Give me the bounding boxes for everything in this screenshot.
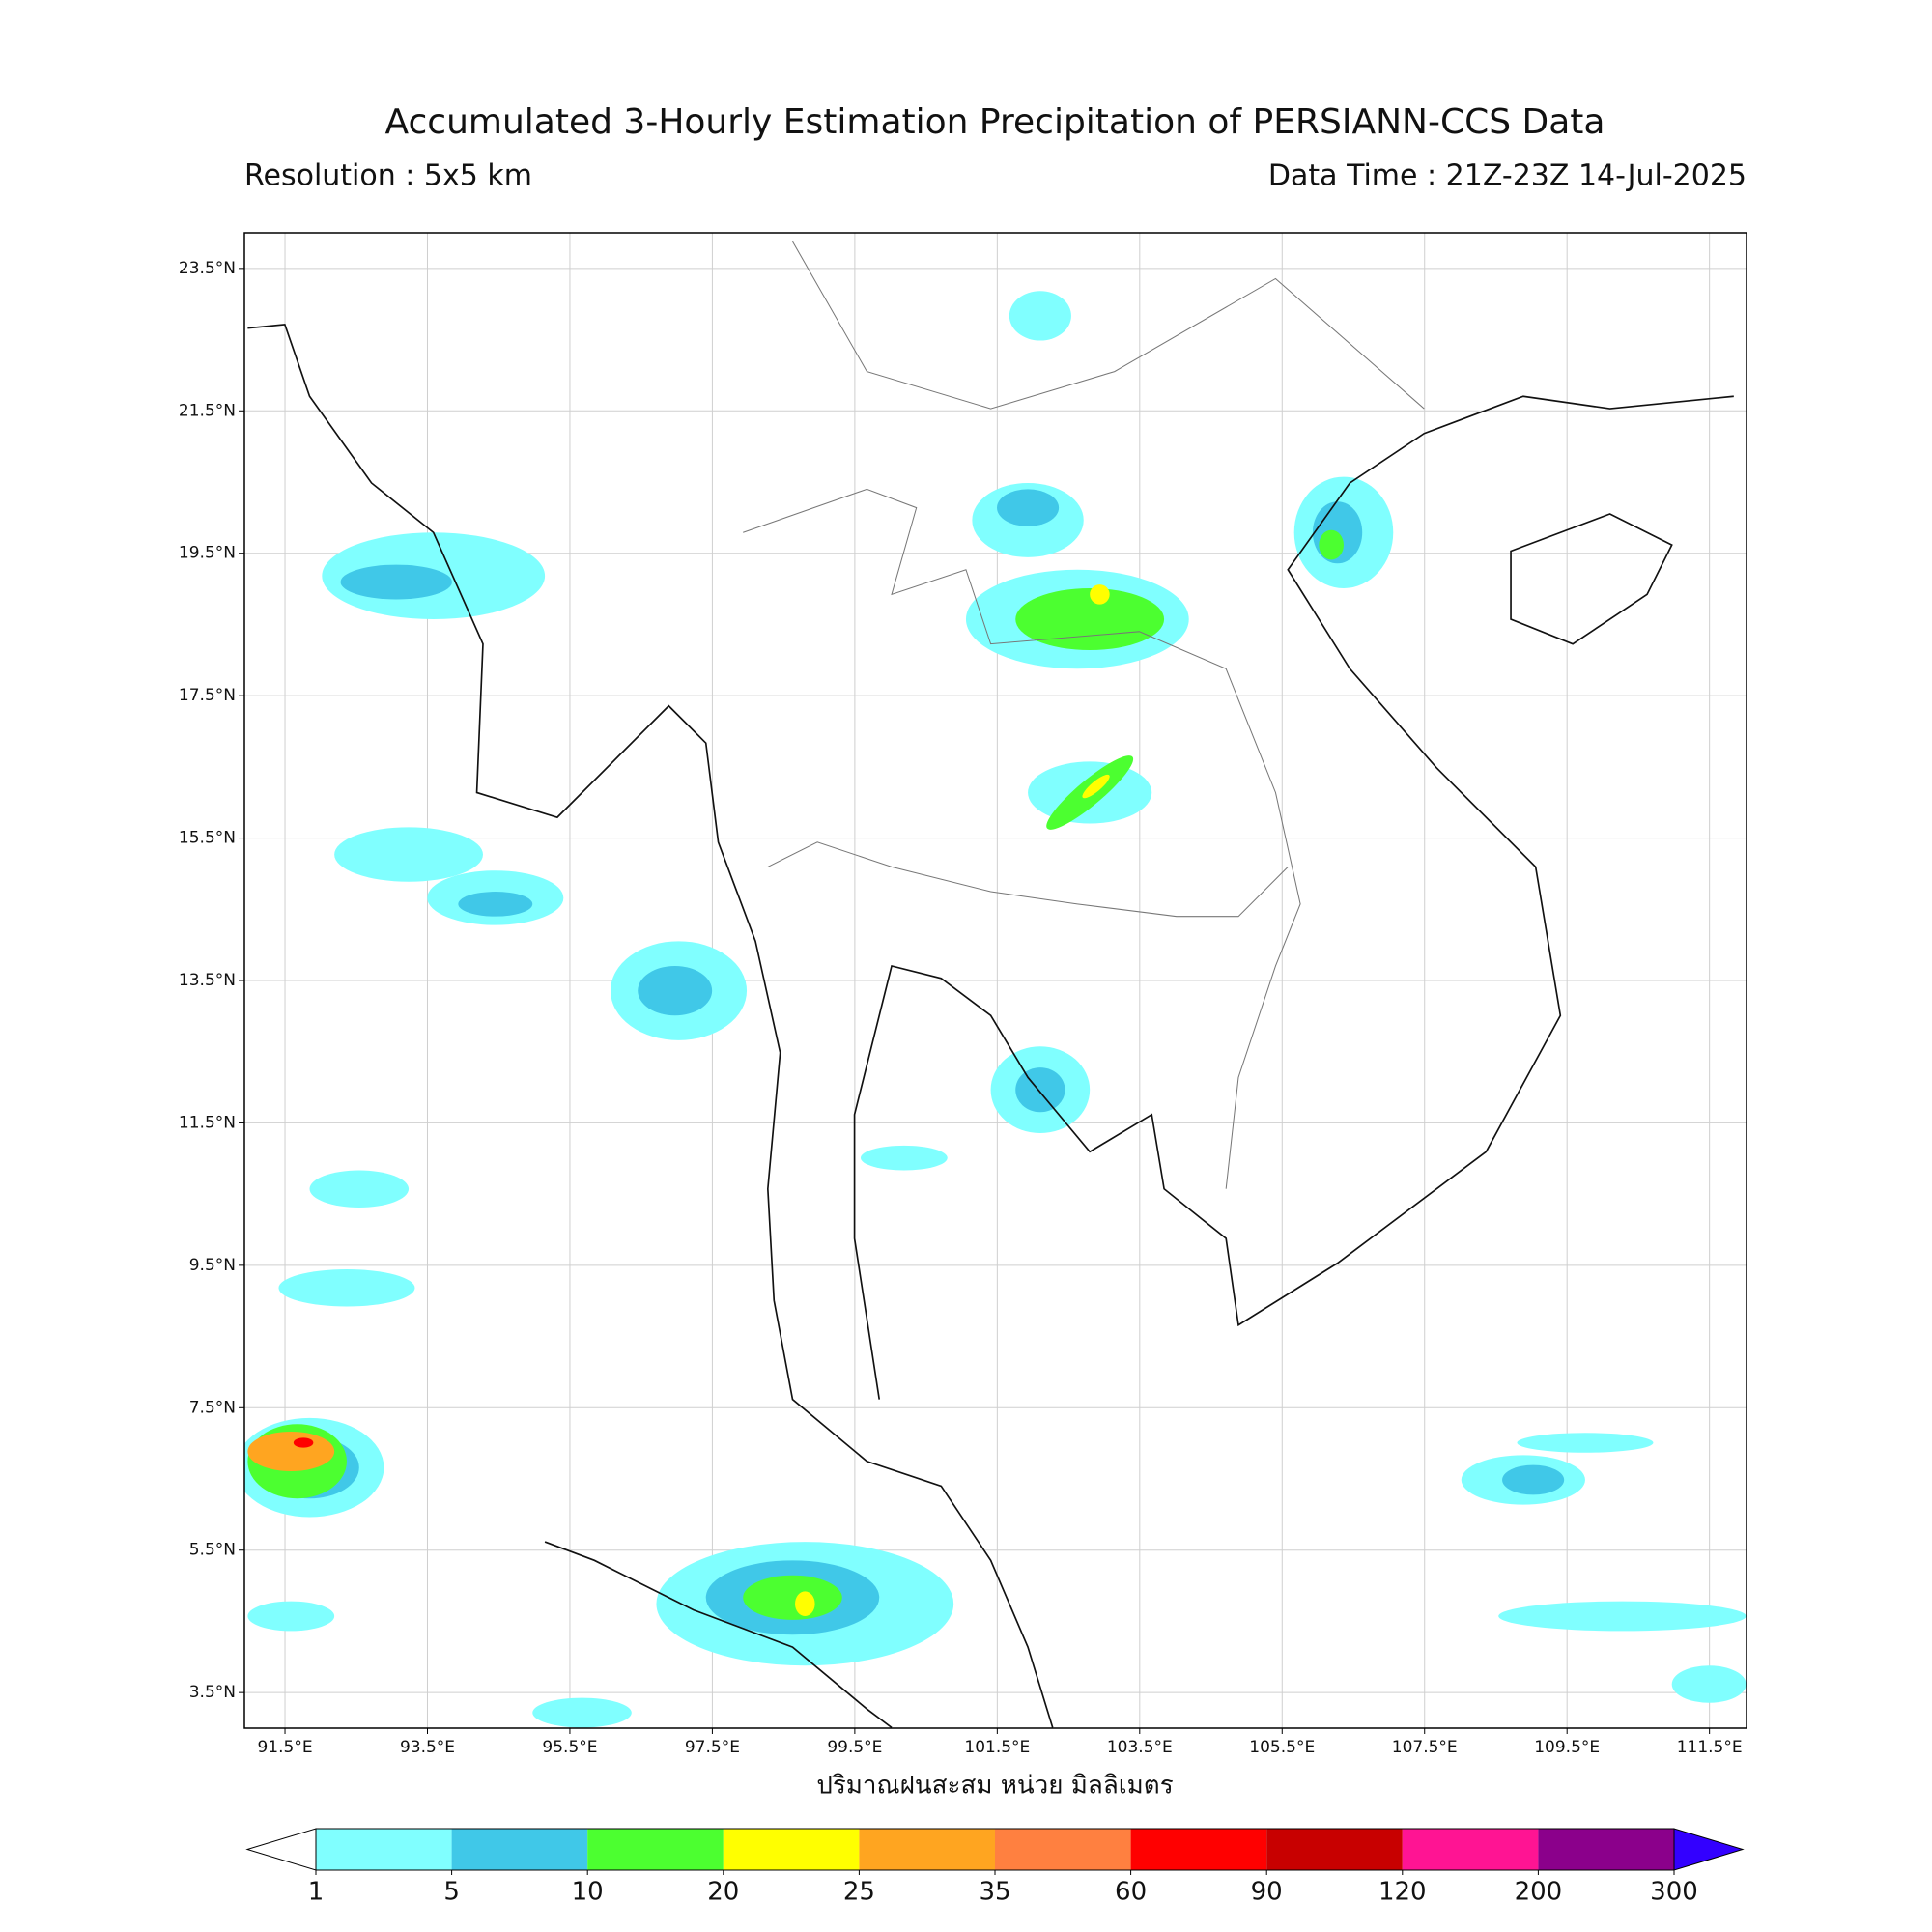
colorbar-segment <box>316 1829 452 1870</box>
x-tick-label: 93.5°E <box>400 1738 455 1757</box>
colorbar-segment <box>1130 1829 1267 1870</box>
colorbar-label: 5 <box>443 1878 460 1907</box>
x-tick-label: 97.5°E <box>685 1738 740 1757</box>
y-tick-label: 9.5°N <box>189 1256 236 1275</box>
colorbar-segment <box>1266 1829 1403 1870</box>
y-tick-label: 11.5°N <box>179 1113 236 1132</box>
colorbar-label: 20 <box>707 1878 739 1907</box>
colorbar-label: 25 <box>843 1878 875 1907</box>
colorbar-segment <box>1538 1829 1674 1870</box>
x-tick-label: 109.5°E <box>1534 1738 1600 1757</box>
x-tick-label: 99.5°E <box>827 1738 882 1757</box>
y-tick-label: 3.5°N <box>189 1683 236 1702</box>
colorbar: 1 5 10 20 25 35 60 90 120 200 300 <box>245 1828 1745 1907</box>
y-tick-label: 7.5°N <box>189 1398 236 1417</box>
y-tick-label: 19.5°N <box>179 544 236 563</box>
colorbar-label: 10 <box>572 1878 604 1907</box>
y-tick-label: 23.5°N <box>179 259 236 278</box>
title: Accumulated 3-Hourly Estimation Precipit… <box>385 102 1605 142</box>
x-tick-label: 95.5°E <box>542 1738 597 1757</box>
colorbar-label: 120 <box>1378 1878 1427 1907</box>
colorbar-label: 1 <box>308 1878 325 1907</box>
x-tick-label: 103.5°E <box>1107 1738 1173 1757</box>
colorbar-label: 60 <box>1115 1878 1147 1907</box>
precipitation <box>244 291 1747 1728</box>
x-tick-label: 101.5°E <box>964 1738 1030 1757</box>
x-axis-label: ปริมาณฝนสะสม หน่วย มิลลิเมตร <box>816 1772 1173 1801</box>
y-tick-label: 13.5°N <box>179 971 236 990</box>
coastline <box>247 241 1734 1728</box>
y-tick-label: 5.5°N <box>189 1541 236 1560</box>
y-tick-label: 17.5°N <box>179 686 236 705</box>
x-tick-label: 105.5°E <box>1249 1738 1315 1757</box>
colorbar-label: 35 <box>979 1878 1010 1907</box>
colorbar-over <box>1673 1828 1745 1871</box>
subtitle-left: Resolution : 5x5 km <box>244 159 532 193</box>
x-tick-label: 107.5°E <box>1392 1738 1458 1757</box>
colorbar-label: 300 <box>1650 1878 1698 1907</box>
colorbar-label: 90 <box>1251 1878 1283 1907</box>
colorbar-segment <box>859 1829 995 1870</box>
subtitle-right: Data Time : 21Z-23Z 14-Jul-2025 <box>1268 159 1747 193</box>
colorbar-under <box>245 1828 317 1871</box>
y-tick-label: 21.5°N <box>179 401 236 420</box>
colorbar-label: 200 <box>1515 1878 1563 1907</box>
map-layer <box>244 241 1747 1728</box>
colorbar-segment <box>995 1829 1131 1870</box>
colorbar-segment <box>587 1829 724 1870</box>
x-tick-label: 91.5°E <box>257 1738 312 1757</box>
colorbar-segment <box>1402 1829 1539 1870</box>
colorbar-segment <box>723 1829 860 1870</box>
x-tick-label: 111.5°E <box>1677 1738 1743 1757</box>
y-tick-label: 15.5°N <box>179 829 236 848</box>
colorbar-segment <box>451 1829 588 1870</box>
